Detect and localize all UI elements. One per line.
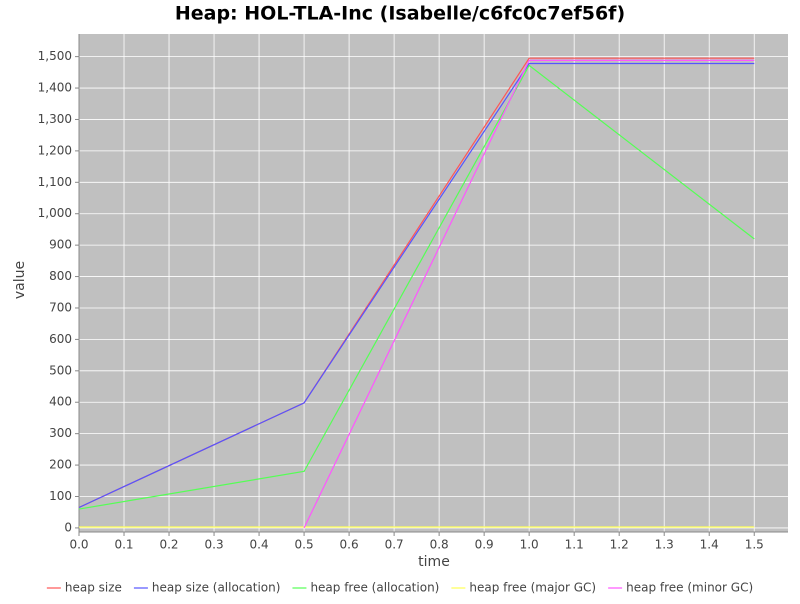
y-tick-label: 1,100 (38, 175, 72, 189)
y-tick-label: 300 (49, 426, 72, 440)
legend-label: heap size (allocation) (152, 581, 281, 595)
x-tick-label: 0.5 (295, 538, 314, 552)
chart-title: Heap: HOL-TLA-Inc (Isabelle/c6fc0c7ef56f… (175, 3, 625, 25)
x-tick-label: 0.3 (205, 538, 224, 552)
x-tick-label: 0.7 (385, 538, 404, 552)
x-tick-label: 0.9 (475, 538, 494, 552)
y-tick-label: 1,400 (38, 81, 72, 95)
legend-label: heap size (65, 581, 122, 595)
x-tick-label: 0.0 (69, 538, 88, 552)
legend-label: heap free (allocation) (310, 581, 439, 595)
y-tick-label: 1,000 (38, 206, 72, 220)
x-tick-label: 1.4 (700, 538, 719, 552)
legend-label: heap free (major GC) (469, 581, 596, 595)
y-tick-label: 100 (49, 489, 72, 503)
x-tick-label: 0.6 (340, 538, 359, 552)
series-line (78, 62, 755, 509)
x-tick-label: 1.3 (655, 538, 674, 552)
y-tick-label: 1,500 (38, 49, 72, 63)
y-axis-label: value (12, 261, 28, 299)
y-tick-label: 900 (49, 238, 72, 252)
x-tick-label: 1.5 (745, 538, 764, 552)
y-tick-label: 0 (64, 520, 72, 534)
x-tick-label: 0.1 (114, 538, 133, 552)
series-line (303, 59, 755, 529)
x-tick-label: 1.2 (610, 538, 629, 552)
y-tick-label: 200 (49, 458, 72, 472)
x-tick-label: 1.0 (520, 538, 539, 552)
series-line (78, 64, 755, 510)
y-tick-label: 800 (49, 269, 72, 283)
y-tick-label: 1,200 (38, 143, 72, 157)
x-tick-label: 0.8 (430, 538, 449, 552)
y-tick-label: 400 (49, 395, 72, 409)
x-tick-label: 0.2 (159, 538, 178, 552)
plot-area (79, 34, 788, 532)
legend-label: heap free (minor GC) (626, 581, 753, 595)
y-tick-label: 1,300 (38, 112, 72, 126)
x-tick-label: 1.1 (565, 538, 584, 552)
x-tick-label: 0.4 (250, 538, 269, 552)
x-axis-label: time (418, 554, 450, 570)
y-tick-label: 700 (49, 300, 72, 314)
y-tick-label: 600 (49, 332, 72, 346)
y-tick-label: 500 (49, 363, 72, 377)
